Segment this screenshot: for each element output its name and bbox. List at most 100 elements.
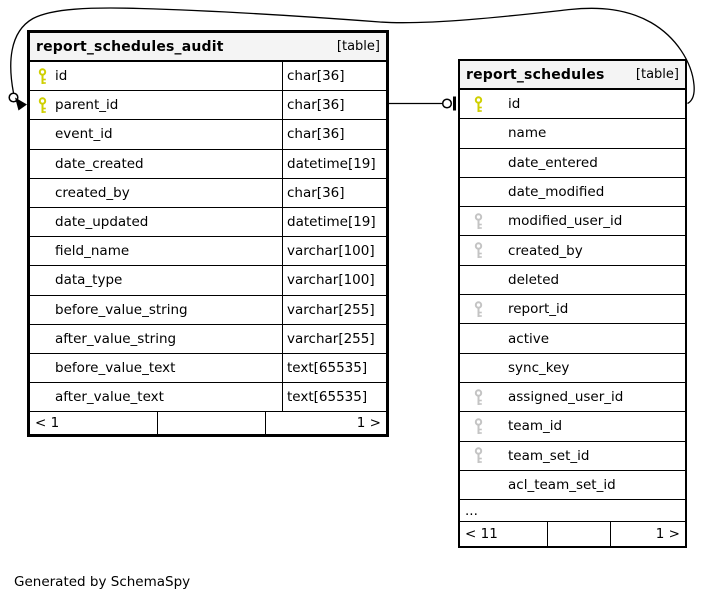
column-name-cell: date_updated bbox=[30, 208, 282, 236]
column-row: created_by bbox=[460, 236, 685, 266]
column-name: created_by bbox=[508, 242, 583, 259]
column-type: datetime[19] bbox=[282, 207, 386, 237]
index-key-icon bbox=[474, 447, 483, 464]
column-type: char[36] bbox=[282, 62, 386, 91]
column-name: before_value_text bbox=[55, 359, 176, 376]
column-row: event_id char[36] bbox=[30, 120, 386, 150]
column-type: text[65535] bbox=[282, 383, 386, 412]
column-name: before_value_string bbox=[55, 301, 188, 318]
column-name-cell: date_modified bbox=[460, 178, 685, 206]
column-name: date_created bbox=[55, 155, 144, 172]
column-name-cell: assigned_user_id bbox=[460, 383, 685, 411]
relationship-arrow-icon bbox=[15, 97, 27, 111]
pager-next[interactable]: 1 > bbox=[265, 412, 386, 434]
table-type-badge: [table] bbox=[336, 39, 380, 54]
index-key-icon bbox=[474, 418, 483, 434]
column-name-cell: before_value_string bbox=[30, 296, 282, 324]
column-type: varchar[100] bbox=[282, 237, 386, 266]
primary-key-icon bbox=[38, 67, 47, 84]
column-name: id bbox=[508, 96, 521, 113]
column-name: team_set_id bbox=[508, 447, 590, 464]
column-row: id bbox=[460, 90, 685, 120]
column-name-cell: created_by bbox=[30, 179, 282, 207]
column-name-cell: data_type bbox=[30, 266, 282, 294]
ellipsis-row: ... bbox=[460, 500, 685, 523]
table-node-report-schedules[interactable]: report_schedules [table] id name bbox=[458, 59, 687, 548]
column-name-cell: active bbox=[460, 324, 685, 352]
primary-key-icon bbox=[474, 95, 483, 112]
column-name: assigned_user_id bbox=[508, 389, 624, 406]
table-header: report_schedules [table] bbox=[460, 61, 685, 90]
column-name-cell: name bbox=[460, 119, 685, 147]
column-name: created_by bbox=[55, 184, 130, 201]
column-row: date_entered bbox=[460, 149, 685, 178]
column-row: field_name varchar[100] bbox=[30, 237, 386, 267]
index-key-icon bbox=[474, 301, 483, 317]
column-name: acl_team_set_id bbox=[508, 477, 616, 493]
index-key-icon bbox=[474, 213, 483, 229]
column-name-cell: team_id bbox=[460, 412, 685, 440]
column-row: sync_key bbox=[460, 354, 685, 383]
column-type: varchar[255] bbox=[282, 295, 386, 324]
column-name: modified_user_id bbox=[508, 213, 623, 230]
column-name-cell: parent_id bbox=[30, 91, 282, 119]
index-key-icon bbox=[474, 242, 483, 259]
column-row: acl_team_set_id bbox=[460, 471, 685, 501]
pager: < 11 1 > bbox=[460, 522, 685, 546]
column-type: char[36] bbox=[282, 178, 386, 207]
column-name: active bbox=[508, 330, 550, 347]
column-name: sync_key bbox=[508, 359, 570, 376]
column-row: deleted bbox=[460, 266, 685, 296]
index-key-icon bbox=[474, 388, 483, 405]
column-name-cell: report_id bbox=[460, 295, 685, 323]
pager-middle bbox=[157, 412, 265, 434]
column-name: report_id bbox=[508, 301, 569, 318]
column-name: data_type bbox=[55, 272, 123, 289]
table-title[interactable]: report_schedules bbox=[466, 66, 605, 83]
table-title[interactable]: report_schedules_audit bbox=[36, 38, 224, 55]
column-row: created_by char[36] bbox=[30, 178, 386, 208]
column-row: date_updated datetime[19] bbox=[30, 207, 386, 238]
column-type: varchar[255] bbox=[282, 324, 386, 353]
column-name-cell: field_name bbox=[30, 237, 282, 265]
pager-prev[interactable]: < 1 bbox=[35, 415, 60, 432]
generated-by-note: Generated by SchemaSpy bbox=[14, 574, 191, 590]
column-name: after_value_string bbox=[55, 330, 177, 347]
column-name-cell: id bbox=[30, 62, 282, 90]
column-name-cell: before_value_text bbox=[30, 354, 282, 382]
column-row: date_modified bbox=[460, 178, 685, 208]
column-type: text[65535] bbox=[282, 353, 386, 383]
column-name-cell: created_by bbox=[460, 236, 685, 264]
pager-middle bbox=[547, 522, 610, 546]
pager: < 1 1 > bbox=[30, 412, 386, 434]
table-node-report-schedules-audit[interactable]: report_schedules_audit [table] id char[3… bbox=[27, 30, 389, 437]
column-name: date_entered bbox=[508, 154, 598, 171]
column-row: parent_id char[36] bbox=[30, 91, 386, 121]
column-rows: id name date_entered bbox=[460, 90, 685, 501]
column-name-cell: after_value_text bbox=[30, 383, 282, 411]
table-header: report_schedules_audit [table] bbox=[30, 33, 386, 62]
column-name-cell: date_created bbox=[30, 150, 282, 178]
column-name: deleted bbox=[508, 271, 560, 288]
column-name: event_id bbox=[55, 126, 113, 143]
pager-prev[interactable]: < 11 bbox=[465, 526, 498, 543]
column-row: before_value_string varchar[255] bbox=[30, 295, 386, 325]
column-row: active bbox=[460, 324, 685, 354]
column-row: team_id bbox=[460, 412, 685, 442]
column-row: report_id bbox=[460, 295, 685, 325]
column-row: modified_user_id bbox=[460, 207, 685, 237]
column-name-cell: modified_user_id bbox=[460, 207, 685, 235]
column-name-cell: date_entered bbox=[460, 149, 685, 177]
column-name: id bbox=[55, 68, 68, 85]
column-row: data_type varchar[100] bbox=[30, 266, 386, 296]
column-name-cell: id bbox=[460, 90, 685, 118]
column-row: team_set_id bbox=[460, 442, 685, 471]
column-row: before_value_text text[65535] bbox=[30, 353, 386, 384]
column-type: char[36] bbox=[282, 91, 386, 120]
column-name: date_modified bbox=[508, 184, 605, 201]
column-row: assigned_user_id bbox=[460, 383, 685, 413]
column-type: varchar[100] bbox=[282, 266, 386, 295]
pager-next[interactable]: 1 > bbox=[610, 522, 685, 546]
column-rows: id char[36] parent_id char[36] event_id bbox=[30, 62, 386, 413]
column-name-cell: event_id bbox=[30, 120, 282, 148]
